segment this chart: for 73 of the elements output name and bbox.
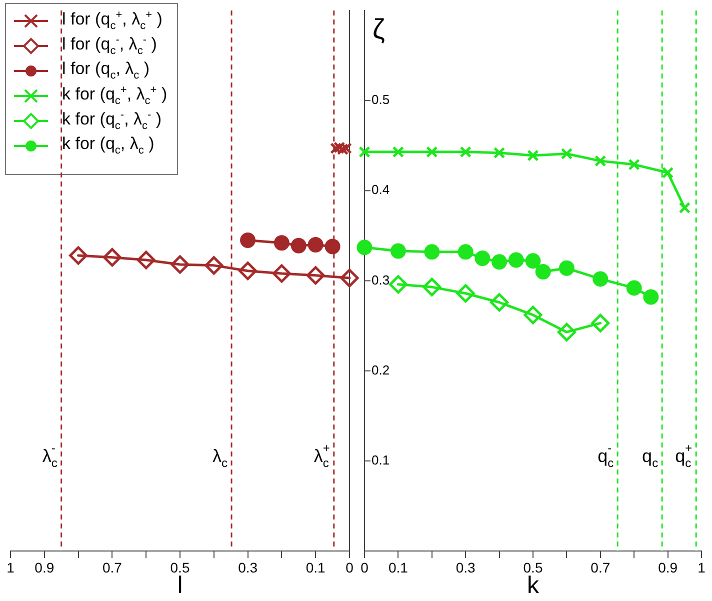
- point: [358, 146, 370, 158]
- point: [527, 150, 539, 162]
- legend-label: k for (q$_{c}$$^{+}$, λ$_{c}$$^{+}$ ): [62, 84, 168, 108]
- point: [493, 146, 506, 159]
- point: [340, 142, 352, 154]
- point: [426, 146, 438, 158]
- point: [678, 202, 690, 214]
- point: [592, 271, 608, 287]
- point: [272, 264, 291, 283]
- x-tick-label: 0.7: [590, 559, 610, 576]
- legend-label: k for (q$_{c}$$^{-}$, λ$_{c}$$^{-}$ ): [62, 108, 162, 132]
- point: [306, 266, 325, 285]
- point: [594, 155, 606, 167]
- point: [525, 253, 541, 269]
- point: [643, 289, 659, 305]
- point: [330, 142, 342, 154]
- point: [558, 260, 574, 276]
- x-tick-label: 0.9: [658, 559, 678, 576]
- point: [392, 146, 404, 158]
- point: [535, 264, 551, 280]
- point: [240, 232, 256, 248]
- point: [460, 146, 472, 158]
- point: [308, 236, 324, 252]
- point: [492, 254, 508, 270]
- x-tick-label: 0.3: [238, 559, 258, 576]
- y-axis-title: ζ: [372, 14, 385, 44]
- point: [274, 235, 290, 251]
- point: [102, 248, 122, 267]
- y-tick-label: 0.4: [372, 182, 390, 198]
- point: [628, 158, 640, 170]
- point: [69, 246, 88, 265]
- x-tick-label: 0: [346, 559, 354, 576]
- point: [508, 252, 524, 268]
- point: [490, 293, 509, 312]
- point: [474, 250, 490, 266]
- point: [524, 306, 542, 324]
- point: [204, 256, 224, 275]
- point: [626, 280, 642, 296]
- point: [290, 238, 306, 254]
- point: [390, 243, 406, 259]
- x-tick-label: 1: [6, 559, 15, 576]
- x-tick-label: 0.1: [306, 559, 326, 576]
- x-tick-label: 0.1: [388, 559, 408, 576]
- x-tick-label: 0.3: [456, 559, 476, 576]
- y-tick-label: 0.1: [372, 452, 390, 468]
- legend-label: l for (q$_{c}$$^{+}$, λ$_{c}$$^{+}$ ): [62, 8, 162, 32]
- y-tick-label: 0.5: [372, 92, 390, 108]
- y-tick-label: 0.2: [372, 362, 390, 378]
- point: [456, 284, 475, 303]
- x-tick-label: 1: [698, 559, 706, 576]
- point: [560, 148, 573, 160]
- point: [356, 240, 372, 256]
- point: [170, 255, 190, 274]
- point: [136, 250, 156, 270]
- point: [591, 314, 610, 332]
- point: [336, 143, 349, 156]
- point: [238, 262, 258, 280]
- point: [388, 275, 408, 294]
- legend-label: l for (q$_{c}$, λ$_{c}$ ): [62, 59, 150, 82]
- point: [458, 244, 474, 260]
- legend-label: l for (q$_{c}$$^{-}$, λ$_{c}$$^{-}$ ): [62, 34, 157, 58]
- point: [333, 142, 346, 154]
- point: [324, 238, 340, 254]
- legend-label: k for (q$_{c}$, λ$_{c}$ ): [62, 134, 154, 157]
- point: [340, 268, 359, 288]
- x-tick-label: 0: [360, 559, 369, 576]
- y-tick-label: 0.3: [372, 272, 390, 288]
- x-tick-label: 0.7: [102, 559, 122, 576]
- point: [424, 244, 440, 260]
- point: [422, 278, 442, 296]
- point: [557, 322, 576, 342]
- x-tick-label: 0.9: [34, 559, 54, 576]
- point: [662, 166, 674, 178]
